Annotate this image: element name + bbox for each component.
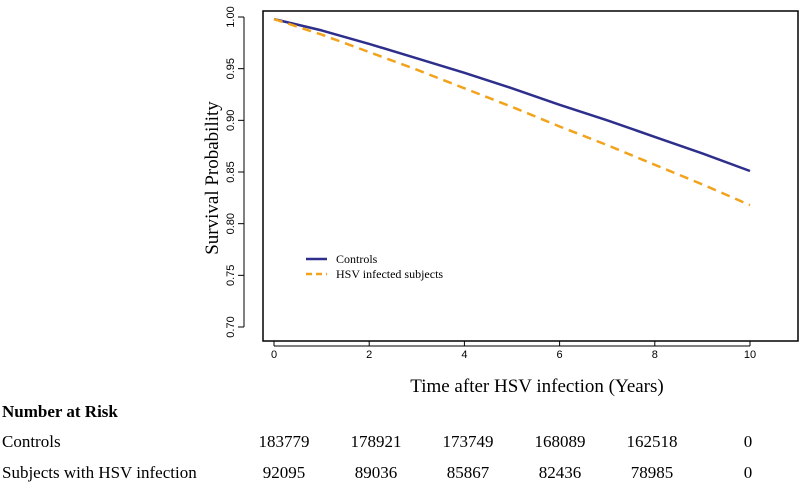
y-tick-label: 0.70 xyxy=(225,316,237,337)
y-tick-label: 0.95 xyxy=(225,58,237,79)
y-axis: 0.70 0.75 0.80 0.85 0.90 0.95 1.00 xyxy=(225,6,244,337)
y-tick-label: 0.90 xyxy=(225,110,237,131)
series-line-controls xyxy=(274,19,750,171)
x-tick-label: 10 xyxy=(744,349,756,361)
plot-frame xyxy=(263,11,798,341)
risk-cell: 78985 xyxy=(607,463,697,483)
risk-cell: 92095 xyxy=(239,463,329,483)
risk-cell: 178921 xyxy=(331,432,421,452)
risk-cell: 0 xyxy=(703,432,793,452)
risk-cell: 0 xyxy=(703,463,793,483)
risk-row-label: Subjects with HSV infection xyxy=(2,463,197,483)
legend-label-controls: Controls xyxy=(336,252,378,266)
y-tick-label: 0.75 xyxy=(225,265,237,286)
x-axis-title: Time after HSV infection (Years) xyxy=(410,376,664,397)
x-tick-label: 2 xyxy=(366,349,372,361)
series-line-hsv xyxy=(274,19,750,205)
x-axis: 0 2 4 6 8 10 xyxy=(271,341,756,361)
x-tick-label: 8 xyxy=(652,349,658,361)
risk-cell: 173749 xyxy=(423,432,513,452)
risk-table-title: Number at Risk xyxy=(2,402,118,422)
risk-row-label: Controls xyxy=(2,432,61,452)
x-tick-label: 4 xyxy=(461,349,467,361)
y-tick-label: 0.80 xyxy=(225,213,237,234)
legend: Controls HSV infected subjects xyxy=(306,252,443,281)
series-lines xyxy=(274,19,750,205)
risk-cell: 82436 xyxy=(515,463,605,483)
y-axis-title: Survival Probability xyxy=(202,101,223,255)
risk-cell: 183779 xyxy=(239,432,329,452)
survival-chart: 0.70 0.75 0.80 0.85 0.90 0.95 1.00 0 2 4 6 8 10 Sur… xyxy=(0,0,800,400)
legend-label-hsv: HSV infected subjects xyxy=(336,267,443,281)
y-tick-label: 0.85 xyxy=(225,161,237,182)
risk-cell: 162518 xyxy=(607,432,697,452)
x-tick-label: 0 xyxy=(271,349,277,361)
y-tick-label: 1.00 xyxy=(225,6,237,27)
x-tick-label: 6 xyxy=(557,349,563,361)
risk-cell: 85867 xyxy=(423,463,513,483)
risk-cell: 89036 xyxy=(331,463,421,483)
risk-cell: 168089 xyxy=(515,432,605,452)
